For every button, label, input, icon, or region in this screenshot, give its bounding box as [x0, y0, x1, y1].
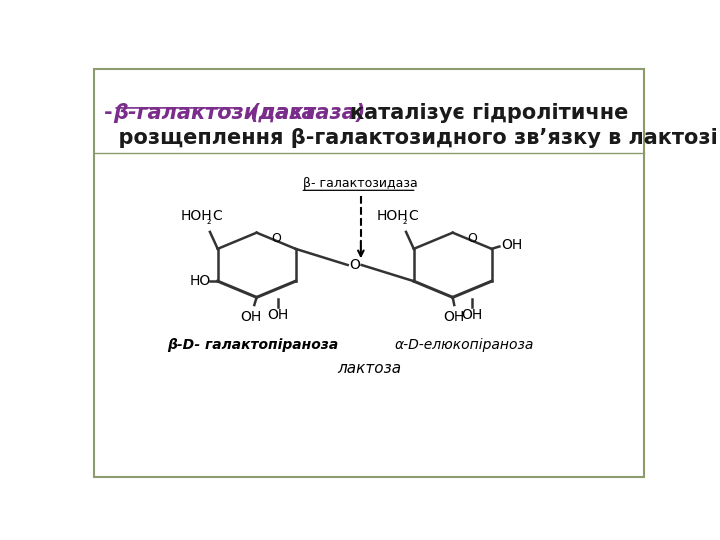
- Text: ₂: ₂: [403, 215, 408, 226]
- Text: β- галактозидаза: β- галактозидаза: [304, 177, 418, 190]
- Text: C: C: [408, 208, 418, 222]
- Text: C: C: [212, 208, 222, 222]
- Text: β-D- галактопіраноза: β-D- галактопіраноза: [167, 338, 338, 352]
- Text: HOH: HOH: [377, 208, 408, 222]
- Text: HOH: HOH: [181, 208, 212, 222]
- Text: лактоза: лактоза: [337, 361, 401, 376]
- Text: O: O: [271, 232, 281, 245]
- Text: каталізує гідролітичне: каталізує гідролітичне: [350, 103, 628, 123]
- Text: OH: OH: [462, 308, 483, 322]
- Text: OH: OH: [267, 308, 288, 322]
- Text: -: -: [104, 103, 120, 123]
- Text: O: O: [467, 232, 477, 245]
- Text: α-D-елюкопіраноза: α-D-елюкопіраноза: [395, 338, 534, 352]
- Text: O: O: [349, 258, 360, 272]
- Text: OH: OH: [501, 238, 522, 252]
- Text: HO: HO: [190, 274, 211, 288]
- Text: β-галактозидаза: β-галактозидаза: [113, 103, 316, 123]
- FancyBboxPatch shape: [94, 69, 644, 477]
- Text: ₂: ₂: [207, 215, 212, 226]
- Text: OH: OH: [240, 309, 261, 323]
- Text: (лактаза): (лактаза): [243, 103, 373, 123]
- Text: OH: OH: [444, 309, 465, 323]
- Text: розщеплення β-галактозидного зв’язку в лактозі:: розщеплення β-галактозидного зв’язку в л…: [104, 128, 720, 148]
